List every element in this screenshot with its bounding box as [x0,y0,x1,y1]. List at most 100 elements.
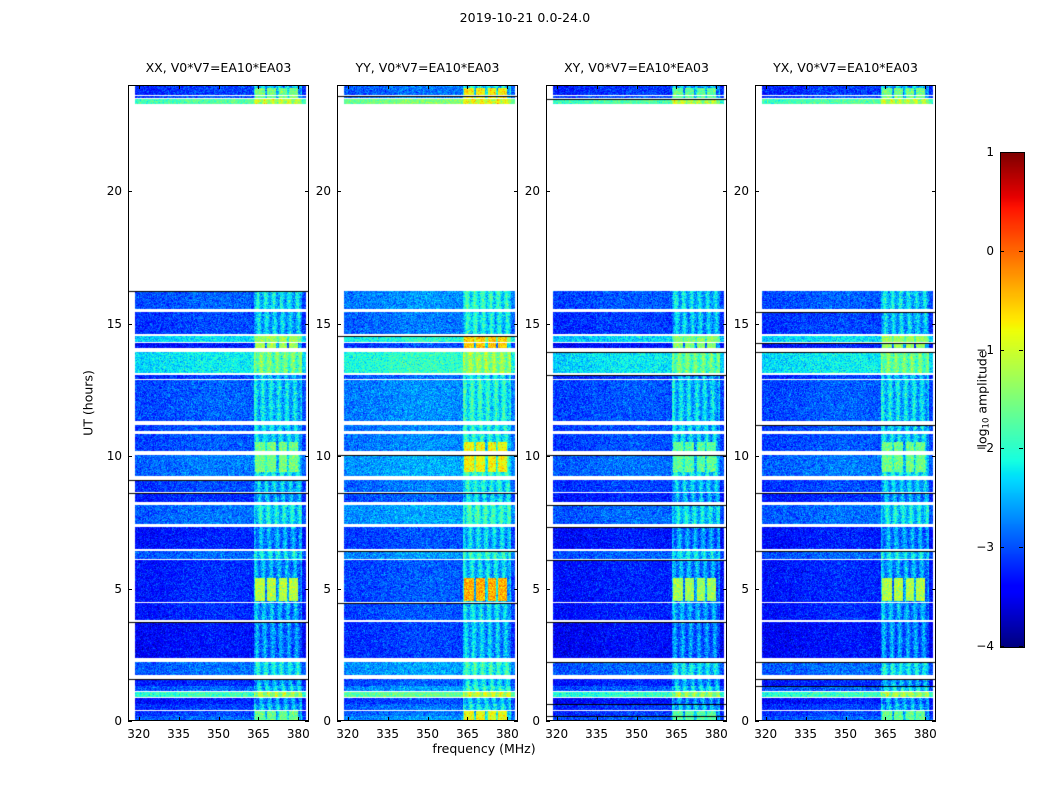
colorbar-tick-label: −2 [976,441,994,456]
y-tick-mark [755,721,759,722]
y-tick-mark [723,721,727,722]
x-tick-mark [387,717,389,721]
colorbar-tick-mark [1000,547,1004,549]
colorbar-label-main: log [974,428,990,448]
x-tick-mark [507,85,509,89]
y-tick-mark [723,588,727,590]
x-tick-label: 380 [913,727,937,741]
x-tick-label: 365 [664,727,688,741]
panel-xy: XY, V0*V7=EA10*EA03 0 5 10 15 20 320 335 350 365… [525,60,728,741]
y-tick-mark [723,456,727,457]
y-tick-mark [932,588,936,590]
x-tick-mark [467,85,469,89]
x-tick-label: 380 [704,727,728,741]
x-tick-label: 320 [754,727,778,741]
x-tick-mark [925,85,927,89]
colorbar-tick-mark [1019,448,1023,450]
y-tick-label: 15 [315,316,331,331]
x-tick-mark [178,717,180,721]
y-tick-mark [305,323,309,325]
x-tick-mark [467,717,469,721]
y-tick-mark [337,323,341,325]
y-tick-label: 5 [532,581,540,596]
x-tick-mark [507,717,509,721]
colorbar-label: log10 amplitude [974,350,992,448]
x-tick-mark [218,717,220,721]
y-tick-mark [932,456,936,457]
x-tick-label: 335 [376,727,400,741]
y-tick-mark [128,191,132,192]
x-tick-mark [765,717,767,721]
x-tick-mark [676,717,678,721]
colorbar: −4 −3 −2 −1 0 1 [976,145,1025,653]
y-tick-mark [128,323,132,325]
x-tick-mark [298,85,300,89]
axes-yy [337,85,518,721]
y-tick-label: 10 [106,449,122,463]
y-tick-mark [546,721,550,722]
x-tick-mark [138,85,140,89]
waterfall-image-yy [338,86,517,720]
y-tick-mark [128,721,132,722]
x-tick-mark [805,85,807,89]
y-tick-mark [514,323,518,325]
x-tick-label: 365 [246,727,270,741]
x-tick-mark [347,717,349,721]
x-tick-mark [596,85,598,89]
x-tick-mark [427,717,429,721]
y-tick-mark [305,456,309,457]
y-tick-label: 20 [106,184,122,198]
panel-yx: YX, V0*V7=EA10*EA03 0 5 10 15 20 320 335 350 365… [734,60,937,741]
x-tick-mark [178,85,180,89]
colorbar-tick-label: −1 [976,342,994,357]
x-tick-label: 320 [336,727,360,741]
x-tick-mark [885,85,887,89]
y-tick-mark [128,588,132,590]
x-axis-label: frequency (MHz) [432,741,536,756]
x-tick-mark [885,717,887,721]
x-tick-label: 380 [286,727,310,741]
x-tick-mark [258,85,260,89]
panel-title-xy: XY, V0*V7=EA10*EA03 [564,60,709,75]
panel-yy: YY, V0*V7=EA10*EA03 0 5 10 15 20 320 335 350 365… [316,60,519,741]
x-tick-mark [387,85,389,89]
panel-title-xx: XX, V0*V7=EA10*EA03 [145,60,292,75]
y-tick-label: 0 [323,714,331,728]
x-tick-label: 350 [207,727,230,741]
waterfall-image-yx [756,86,935,720]
y-tick-label: 15 [733,316,749,331]
colorbar-tick-mark [1019,152,1023,153]
x-tick-mark [596,717,598,721]
x-tick-label: 365 [455,727,479,741]
y-tick-label: 15 [524,316,540,331]
y-tick-mark [932,721,936,722]
x-tick-label: 335 [794,727,818,741]
y-tick-mark [755,323,759,325]
colorbar-tick-mark [1000,152,1004,153]
x-tick-mark [845,717,847,721]
colorbar-tick-mark [1000,349,1004,351]
y-tick-label: 20 [524,184,540,198]
y-tick-label: 10 [524,449,540,463]
y-tick-label: 5 [114,581,122,596]
colorbar-tick-label: −4 [976,639,994,653]
x-tick-mark [716,85,718,89]
y-tick-label: 0 [114,714,122,728]
y-tick-mark [128,456,132,457]
x-tick-mark [845,85,847,89]
y-tick-mark [755,588,759,590]
colorbar-tick-mark [1019,250,1023,252]
x-tick-label: 350 [834,727,857,741]
y-tick-mark [337,721,341,722]
y-tick-mark [305,191,309,192]
x-tick-mark [427,85,429,89]
y-tick-label: 10 [315,449,331,463]
y-tick-mark [932,191,936,192]
figure-suptitle: 2019-10-21 0.0-24.0 [459,10,591,25]
x-tick-mark [347,85,349,89]
x-tick-mark [138,717,140,721]
y-axis-label: UT (hours) [80,370,96,436]
y-tick-mark [337,588,341,590]
axes-yx [755,85,936,721]
colorbar-tick-label: 0 [986,243,994,258]
